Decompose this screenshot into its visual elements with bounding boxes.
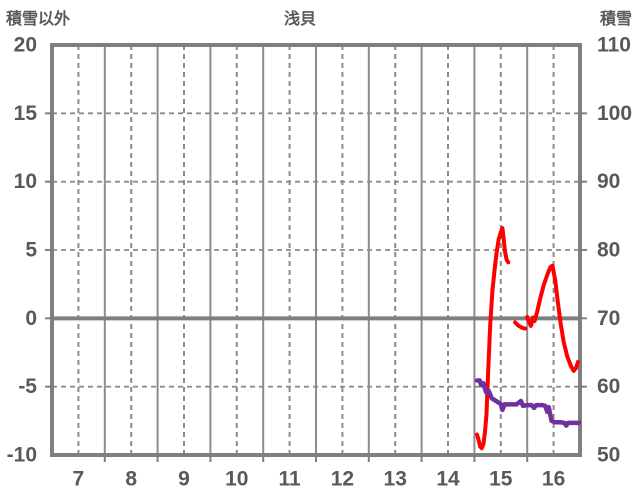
x-axis-label: 12 bbox=[331, 468, 354, 491]
left-axis-title: 積雪以外 bbox=[6, 11, 71, 28]
x-axis-label: 8 bbox=[125, 468, 137, 491]
x-axis-label: 13 bbox=[384, 468, 407, 491]
x-axis-label: 11 bbox=[278, 468, 301, 491]
right-axis-label: 80 bbox=[597, 239, 620, 262]
right-axis-title: 積雪 bbox=[599, 11, 632, 28]
series-red-left-axis-line bbox=[525, 263, 580, 373]
right-axis-label: 60 bbox=[597, 375, 620, 398]
chart-title: 浅貝 bbox=[283, 11, 316, 28]
left-axis-label: 20 bbox=[14, 34, 37, 57]
x-axis-label: 9 bbox=[178, 468, 190, 491]
left-axis-label: 10 bbox=[14, 170, 37, 193]
right-axis-label: 90 bbox=[597, 170, 620, 193]
x-axis-label: 16 bbox=[542, 468, 565, 491]
right-axis-label: 100 bbox=[597, 102, 632, 125]
x-axis-label: 14 bbox=[436, 468, 460, 491]
left-axis-label: 0 bbox=[25, 307, 37, 330]
left-axis-label: 15 bbox=[14, 102, 38, 125]
series-purple-right-axis-line bbox=[474, 378, 582, 428]
right-axis-label: 70 bbox=[597, 307, 620, 330]
right-axis-label: 110 bbox=[597, 34, 631, 57]
series-red-left-axis-line bbox=[513, 320, 528, 331]
x-axis-label: 10 bbox=[225, 468, 248, 491]
right-axis-label: 50 bbox=[597, 444, 620, 467]
x-axis-label: 7 bbox=[73, 468, 85, 491]
x-axis-label: 15 bbox=[489, 468, 513, 491]
left-axis-label: 5 bbox=[25, 239, 37, 262]
left-axis-label: -10 bbox=[7, 444, 37, 467]
series-red-left-axis-line bbox=[475, 226, 511, 451]
left-axis-label: -5 bbox=[18, 375, 37, 398]
